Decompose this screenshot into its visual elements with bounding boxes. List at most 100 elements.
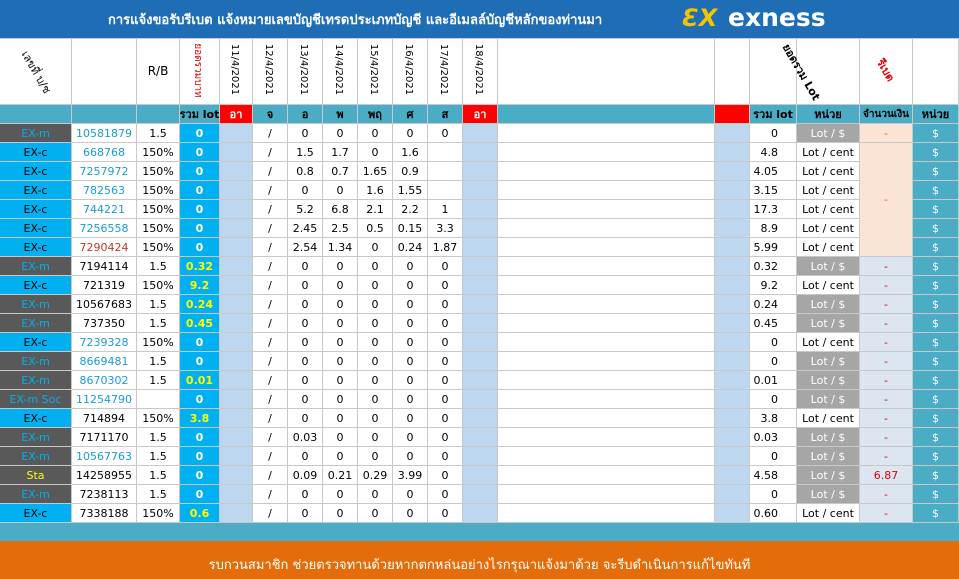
day-value: 1.6 (393, 143, 428, 162)
day-value: / (253, 352, 288, 371)
day-value: 0.7 (323, 162, 358, 181)
amount: - (860, 504, 913, 523)
day-cell (463, 371, 498, 390)
day-value: / (253, 485, 288, 504)
day-value: 0 (358, 143, 393, 162)
day-cell (463, 124, 498, 143)
unit: Lot / cent (797, 143, 860, 162)
subheader-amount: จำนวนเงิน (860, 105, 913, 124)
day-cell (220, 314, 253, 333)
blank-cell (715, 504, 750, 523)
day-value: 0 (393, 504, 428, 523)
account-type: EX-c (0, 181, 72, 200)
date-header: 18/4/2021 (472, 43, 484, 95)
day-value: / (253, 295, 288, 314)
currency: $ (913, 371, 959, 390)
total-lot: 9.2 (180, 276, 220, 295)
account-number: 7256558 (72, 219, 137, 238)
account-number: 14258955 (72, 466, 137, 485)
day-value: 0 (288, 333, 323, 352)
currency: $ (913, 314, 959, 333)
blank-cell (498, 428, 715, 447)
sum-lot: 0.24 (750, 295, 797, 314)
account-number: 744221 (72, 200, 137, 219)
amount: - (860, 428, 913, 447)
day-value: 0 (358, 314, 393, 333)
day-cell (220, 143, 253, 162)
account-number: 7239328 (72, 333, 137, 352)
day-value: 0 (358, 352, 393, 371)
rb-header: R/B (137, 38, 180, 105)
day-value: 0 (288, 390, 323, 409)
header-cell (715, 38, 750, 105)
day-cell (463, 257, 498, 276)
day-value: 0 (393, 390, 428, 409)
total-lot: 0.32 (180, 257, 220, 276)
day-cell (463, 200, 498, 219)
unit: Lot / $ (797, 295, 860, 314)
day-value: 0 (323, 371, 358, 390)
day-value: 0 (428, 257, 463, 276)
blank-cell (715, 219, 750, 238)
day-cell (220, 352, 253, 371)
unit: Lot / $ (797, 371, 860, 390)
account-number: 668768 (72, 143, 137, 162)
day-value: / (253, 333, 288, 352)
blank-cell (715, 181, 750, 200)
account-type: EX-m (0, 352, 72, 371)
day-value: 0 (428, 314, 463, 333)
rebate-rate: 150% (137, 504, 180, 523)
blank-cell (498, 504, 715, 523)
rebate-rate (137, 390, 180, 409)
day-value: 0 (358, 295, 393, 314)
amount: - (860, 257, 913, 276)
day-value: 1.7 (323, 143, 358, 162)
account-type: EX-m (0, 257, 72, 276)
blank-cell (715, 143, 750, 162)
day-value (428, 181, 463, 200)
blank-cell (498, 124, 715, 143)
blank-cell (715, 371, 750, 390)
day-value: 0 (288, 314, 323, 333)
day-value: 0 (323, 181, 358, 200)
blank-cell (498, 162, 715, 181)
currency: $ (913, 219, 959, 238)
amount: - (860, 447, 913, 466)
header-cell (358, 38, 393, 105)
day-value: 0 (323, 390, 358, 409)
sum-lot: 4.8 (750, 143, 797, 162)
blank-cell (715, 428, 750, 447)
account-number: 714894 (72, 409, 137, 428)
header-cell (72, 38, 137, 105)
blank-cell (498, 390, 715, 409)
account-type: EX-m (0, 124, 72, 143)
day-value: 0 (428, 504, 463, 523)
unit: Lot / $ (797, 257, 860, 276)
account-number: 7238113 (72, 485, 137, 504)
currency: $ (913, 352, 959, 371)
header-cell (288, 38, 323, 105)
day-cell (220, 257, 253, 276)
day-cell (220, 390, 253, 409)
day-value: / (253, 124, 288, 143)
sum-lot: 4.05 (750, 162, 797, 181)
header-cell (750, 38, 797, 105)
blank-cell (715, 390, 750, 409)
day-value: 0 (288, 257, 323, 276)
total-lot: 0 (180, 238, 220, 257)
day-cell (463, 219, 498, 238)
day-value: 0 (358, 333, 393, 352)
day-header: จ (253, 105, 288, 124)
day-value: 0.5 (358, 219, 393, 238)
day-value: 2.1 (358, 200, 393, 219)
day-value: 0 (288, 409, 323, 428)
day-value: 0 (358, 276, 393, 295)
day-cell (220, 200, 253, 219)
sum-lot: 0.01 (750, 371, 797, 390)
rebate-rate: 150% (137, 143, 180, 162)
blank-cell (715, 352, 750, 371)
day-value (428, 143, 463, 162)
day-cell (463, 162, 498, 181)
title-bar (0, 0, 959, 38)
total-lot: 0 (180, 466, 220, 485)
